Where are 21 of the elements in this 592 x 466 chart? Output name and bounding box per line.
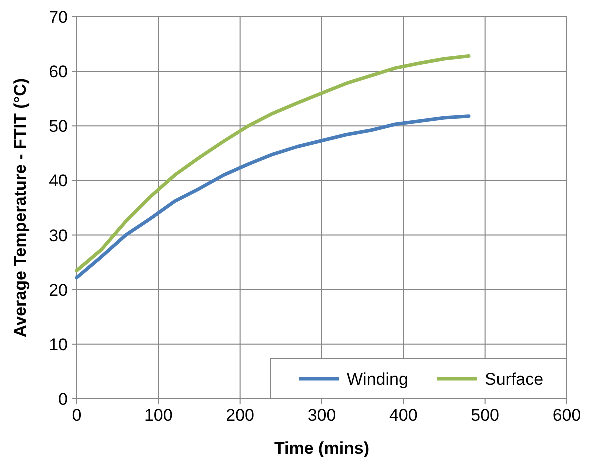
x-tick-label: 200 <box>226 406 255 425</box>
y-tick-label: 60 <box>49 62 68 82</box>
y-tick-label: 10 <box>49 335 68 354</box>
x-axis-title: Time (mins) <box>274 439 370 458</box>
y-tick-label: 20 <box>49 280 68 300</box>
y-axis-title: Average Temperature - FTIT (°C) <box>11 78 30 338</box>
x-tick-label: 300 <box>308 406 336 425</box>
x-tick-label: 500 <box>471 406 500 425</box>
legend-label: Winding <box>347 370 408 389</box>
x-tick-label: 100 <box>144 406 173 425</box>
line-series <box>75 54 471 273</box>
x-tick-label: 0 <box>72 406 82 425</box>
x-tick-label: 400 <box>389 406 418 425</box>
y-tick-label: 40 <box>49 172 68 191</box>
y-tick-label: 50 <box>49 117 68 136</box>
y-tick-label: 0 <box>58 390 68 409</box>
line-series <box>75 114 471 280</box>
legend-label: Surface <box>485 370 544 389</box>
y-tick-label: 70 <box>49 8 68 27</box>
y-tick-label: 30 <box>49 226 68 246</box>
x-tick-label: 600 <box>552 406 582 425</box>
